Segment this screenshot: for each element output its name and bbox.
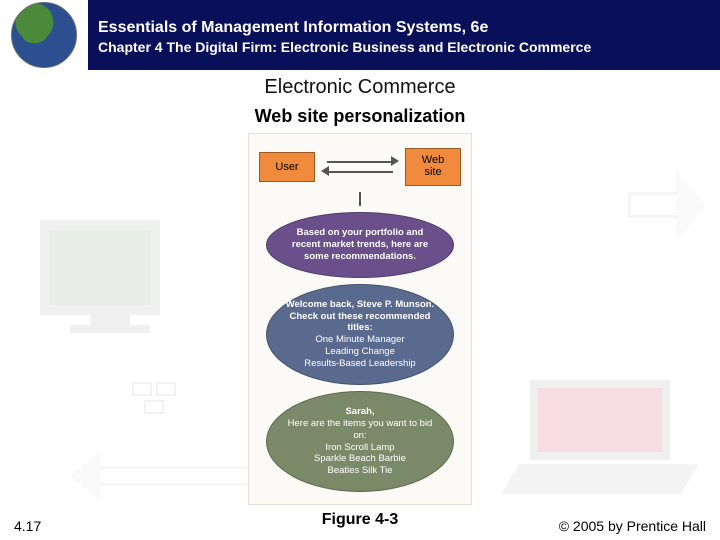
bubble-bid: Sarah, Here are the items you want to bi… <box>266 391 454 492</box>
header-text-block: Essentials of Management Information Sys… <box>88 0 720 70</box>
bg-laptop-icon <box>510 380 690 500</box>
copyright-text: © 2005 by Prentice Hall <box>559 518 706 534</box>
bubble-recommendations: Based on your portfolio and recent marke… <box>266 212 454 278</box>
bubble3-items: Iron Scroll Lamp Sparkle Beach Barbie Be… <box>283 442 437 478</box>
bubble3-item: Beatles Silk Tie <box>283 465 437 477</box>
bubble3-salutation: Sarah, <box>345 406 374 417</box>
bubble2-items: One Minute Manager Leading Change Result… <box>283 334 437 370</box>
double-arrow-icon <box>319 152 401 182</box>
bubble2-item: Results-Based Leadership <box>283 358 437 370</box>
bubble3-item: Iron Scroll Lamp <box>283 442 437 454</box>
bg-keyboard-icon <box>130 380 178 416</box>
user-box: User <box>259 152 315 182</box>
figure-top-row: User Web site <box>259 144 461 190</box>
bubble3-intro: Here are the items you want to bid on: <box>283 418 437 442</box>
globe-icon <box>0 0 88 70</box>
slide-header: Essentials of Management Information Sys… <box>0 0 720 70</box>
book-title: Essentials of Management Information Sys… <box>98 19 710 37</box>
bubble2-item: One Minute Manager <box>283 334 437 346</box>
bubble2-intro: Welcome back, Steve P. Munson. Check out… <box>286 299 435 334</box>
bubble3-item: Sparkle Beach Barbie <box>283 453 437 465</box>
bubble2-item: Leading Change <box>283 346 437 358</box>
figure-panel: User Web site Based on your portfolio an… <box>248 133 472 505</box>
topic-subhead: Electronic Commerce <box>0 70 720 104</box>
bg-monitor-icon <box>40 220 180 370</box>
connector-line-icon <box>359 192 361 206</box>
user-box-label: User <box>275 161 298 173</box>
slide-footer: 4.17 © 2005 by Prentice Hall <box>0 518 720 534</box>
chapter-title: Chapter 4 The Digital Firm: Electronic B… <box>98 39 710 55</box>
topic-subhead-text: Electronic Commerce <box>264 76 455 99</box>
slide-number: 4.17 <box>14 518 41 534</box>
website-box: Web site <box>405 148 461 186</box>
bubble-welcome: Welcome back, Steve P. Munson. Check out… <box>266 284 454 385</box>
bubble1-text: Based on your portfolio and recent marke… <box>292 227 428 262</box>
bg-arrow-right-icon <box>628 160 708 250</box>
section-title: Web site personalization <box>0 106 720 127</box>
website-box-line2: site <box>424 167 441 179</box>
